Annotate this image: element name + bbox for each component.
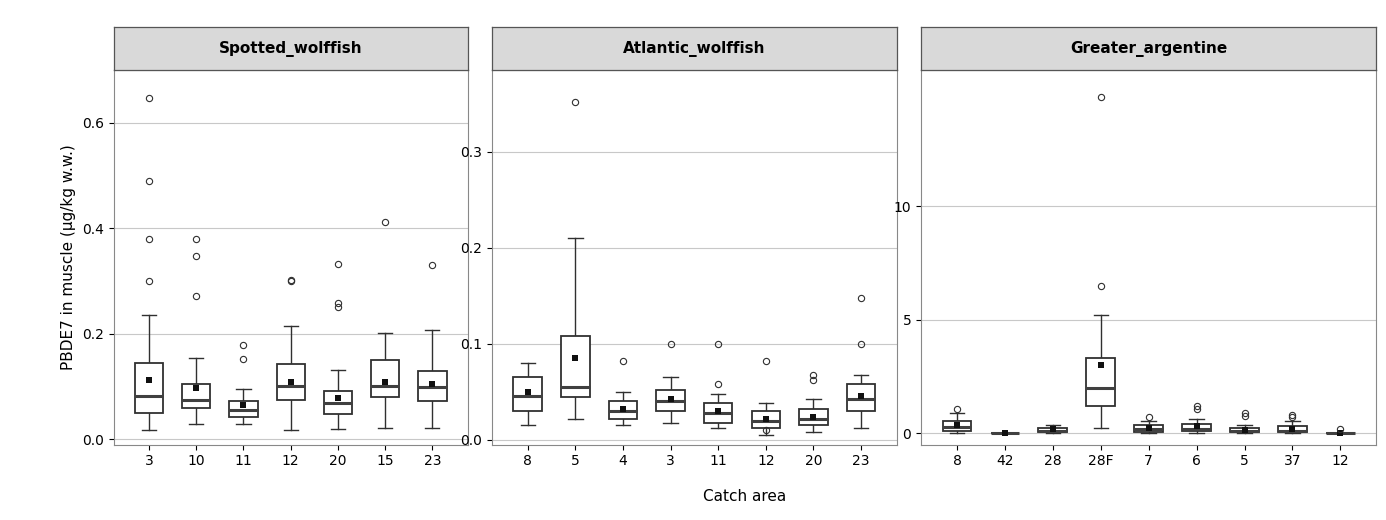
Bar [1231, 428, 1258, 432]
Bar [182, 384, 211, 408]
Text: Catch area: Catch area [703, 489, 786, 504]
Bar [324, 391, 352, 414]
Bar [419, 371, 446, 401]
Bar [608, 401, 638, 419]
Y-axis label: PBDE7 in muscle (µg/kg w.w.): PBDE7 in muscle (µg/kg w.w.) [61, 145, 76, 370]
Bar [1182, 424, 1211, 432]
Bar [1134, 425, 1163, 432]
Bar [704, 404, 732, 423]
Bar [371, 360, 399, 397]
Bar [1038, 428, 1067, 432]
Bar [134, 363, 164, 413]
Bar [657, 390, 685, 411]
Bar [229, 401, 258, 417]
Bar [800, 409, 827, 425]
Bar [277, 365, 305, 400]
Bar [751, 411, 780, 428]
Bar [1278, 426, 1307, 432]
Bar [561, 336, 589, 397]
Bar [847, 384, 876, 411]
Bar [1087, 358, 1116, 406]
Bar [942, 421, 972, 432]
Bar [513, 378, 542, 411]
